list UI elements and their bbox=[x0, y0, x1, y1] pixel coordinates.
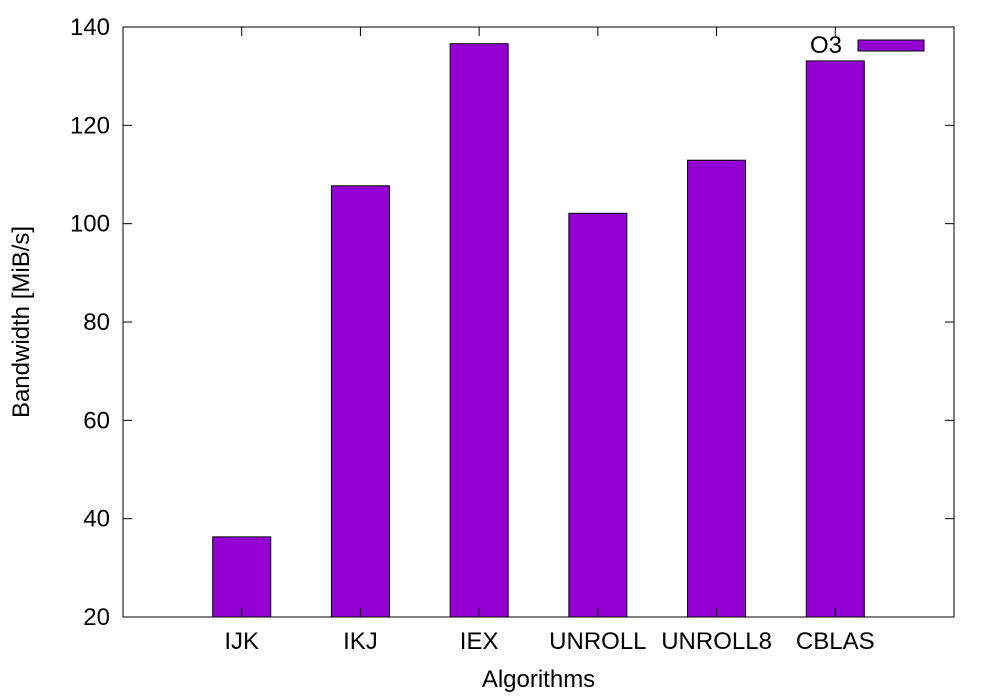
bar-iex bbox=[449, 43, 509, 618]
y-tick-label: 100 bbox=[70, 211, 110, 238]
y-axis-label: Bandwidth [MiB/s] bbox=[8, 226, 35, 418]
y-tick-label: 120 bbox=[70, 112, 110, 139]
x-tick-label-ijk: IJK bbox=[224, 628, 259, 655]
bar-unroll8 bbox=[687, 159, 747, 618]
y-tick-label: 60 bbox=[83, 407, 110, 434]
y-tick-label: 40 bbox=[83, 506, 110, 533]
x-tick-label-unroll8: UNROLL8 bbox=[661, 628, 772, 655]
x-tick-label-ikj: IKJ bbox=[343, 628, 378, 655]
x-axis-label: Algorithms bbox=[482, 666, 595, 693]
bar-ikj bbox=[330, 185, 390, 618]
legend-swatch-o3 bbox=[857, 39, 925, 52]
legend-label-o3: O3 bbox=[810, 32, 842, 59]
y-tick-label: 80 bbox=[83, 309, 110, 336]
ticks-group: 20 40 60 80 100 120 140 IJK IKJ IEX UNROLL UNROLL8 C… bbox=[70, 14, 954, 655]
y-tick-label: 20 bbox=[83, 604, 110, 631]
bars-group bbox=[212, 43, 865, 618]
x-tick-label-iex: IEX bbox=[460, 628, 499, 655]
y-tick-label: 140 bbox=[70, 14, 110, 41]
bar-ijk bbox=[212, 536, 272, 618]
x-tick-label-cblas: CBLAS bbox=[796, 628, 875, 655]
legend: O3 bbox=[810, 32, 925, 59]
bar-cblas bbox=[805, 60, 865, 618]
x-tick-label-unroll: UNROLL bbox=[549, 628, 646, 655]
bar-unroll bbox=[568, 212, 628, 618]
